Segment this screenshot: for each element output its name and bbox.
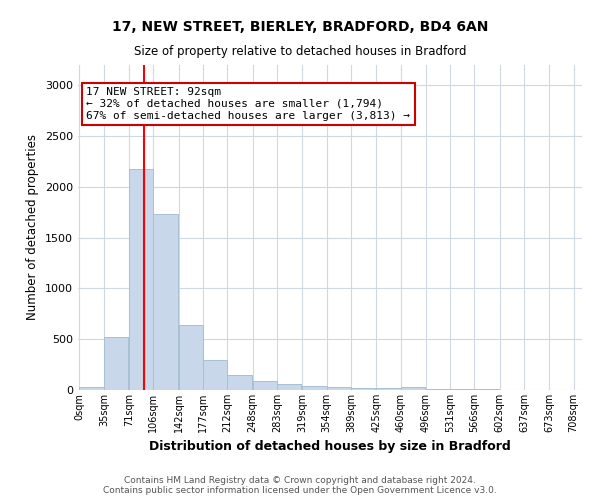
Bar <box>401 388 425 390</box>
Text: 17, NEW STREET, BIERLEY, BRADFORD, BD4 6AN: 17, NEW STREET, BIERLEY, BRADFORD, BD4 6… <box>112 20 488 34</box>
Text: Contains HM Land Registry data © Crown copyright and database right 2024.
Contai: Contains HM Land Registry data © Crown c… <box>103 476 497 495</box>
X-axis label: Distribution of detached houses by size in Bradford: Distribution of detached houses by size … <box>149 440 511 454</box>
Bar <box>351 388 376 390</box>
Bar <box>326 388 351 390</box>
Bar <box>277 384 301 390</box>
Y-axis label: Number of detached properties: Number of detached properties <box>26 134 40 320</box>
Bar <box>302 386 326 390</box>
Bar <box>227 376 252 390</box>
Bar <box>203 360 227 390</box>
Bar <box>253 381 277 390</box>
Text: 17 NEW STREET: 92sqm
← 32% of detached houses are smaller (1,794)
67% of semi-de: 17 NEW STREET: 92sqm ← 32% of detached h… <box>86 88 410 120</box>
Bar <box>376 388 401 390</box>
Bar <box>79 387 104 390</box>
Bar <box>154 214 178 390</box>
Text: Size of property relative to detached houses in Bradford: Size of property relative to detached ho… <box>134 45 466 58</box>
Bar <box>129 168 154 390</box>
Bar <box>104 337 128 390</box>
Bar <box>179 325 203 390</box>
